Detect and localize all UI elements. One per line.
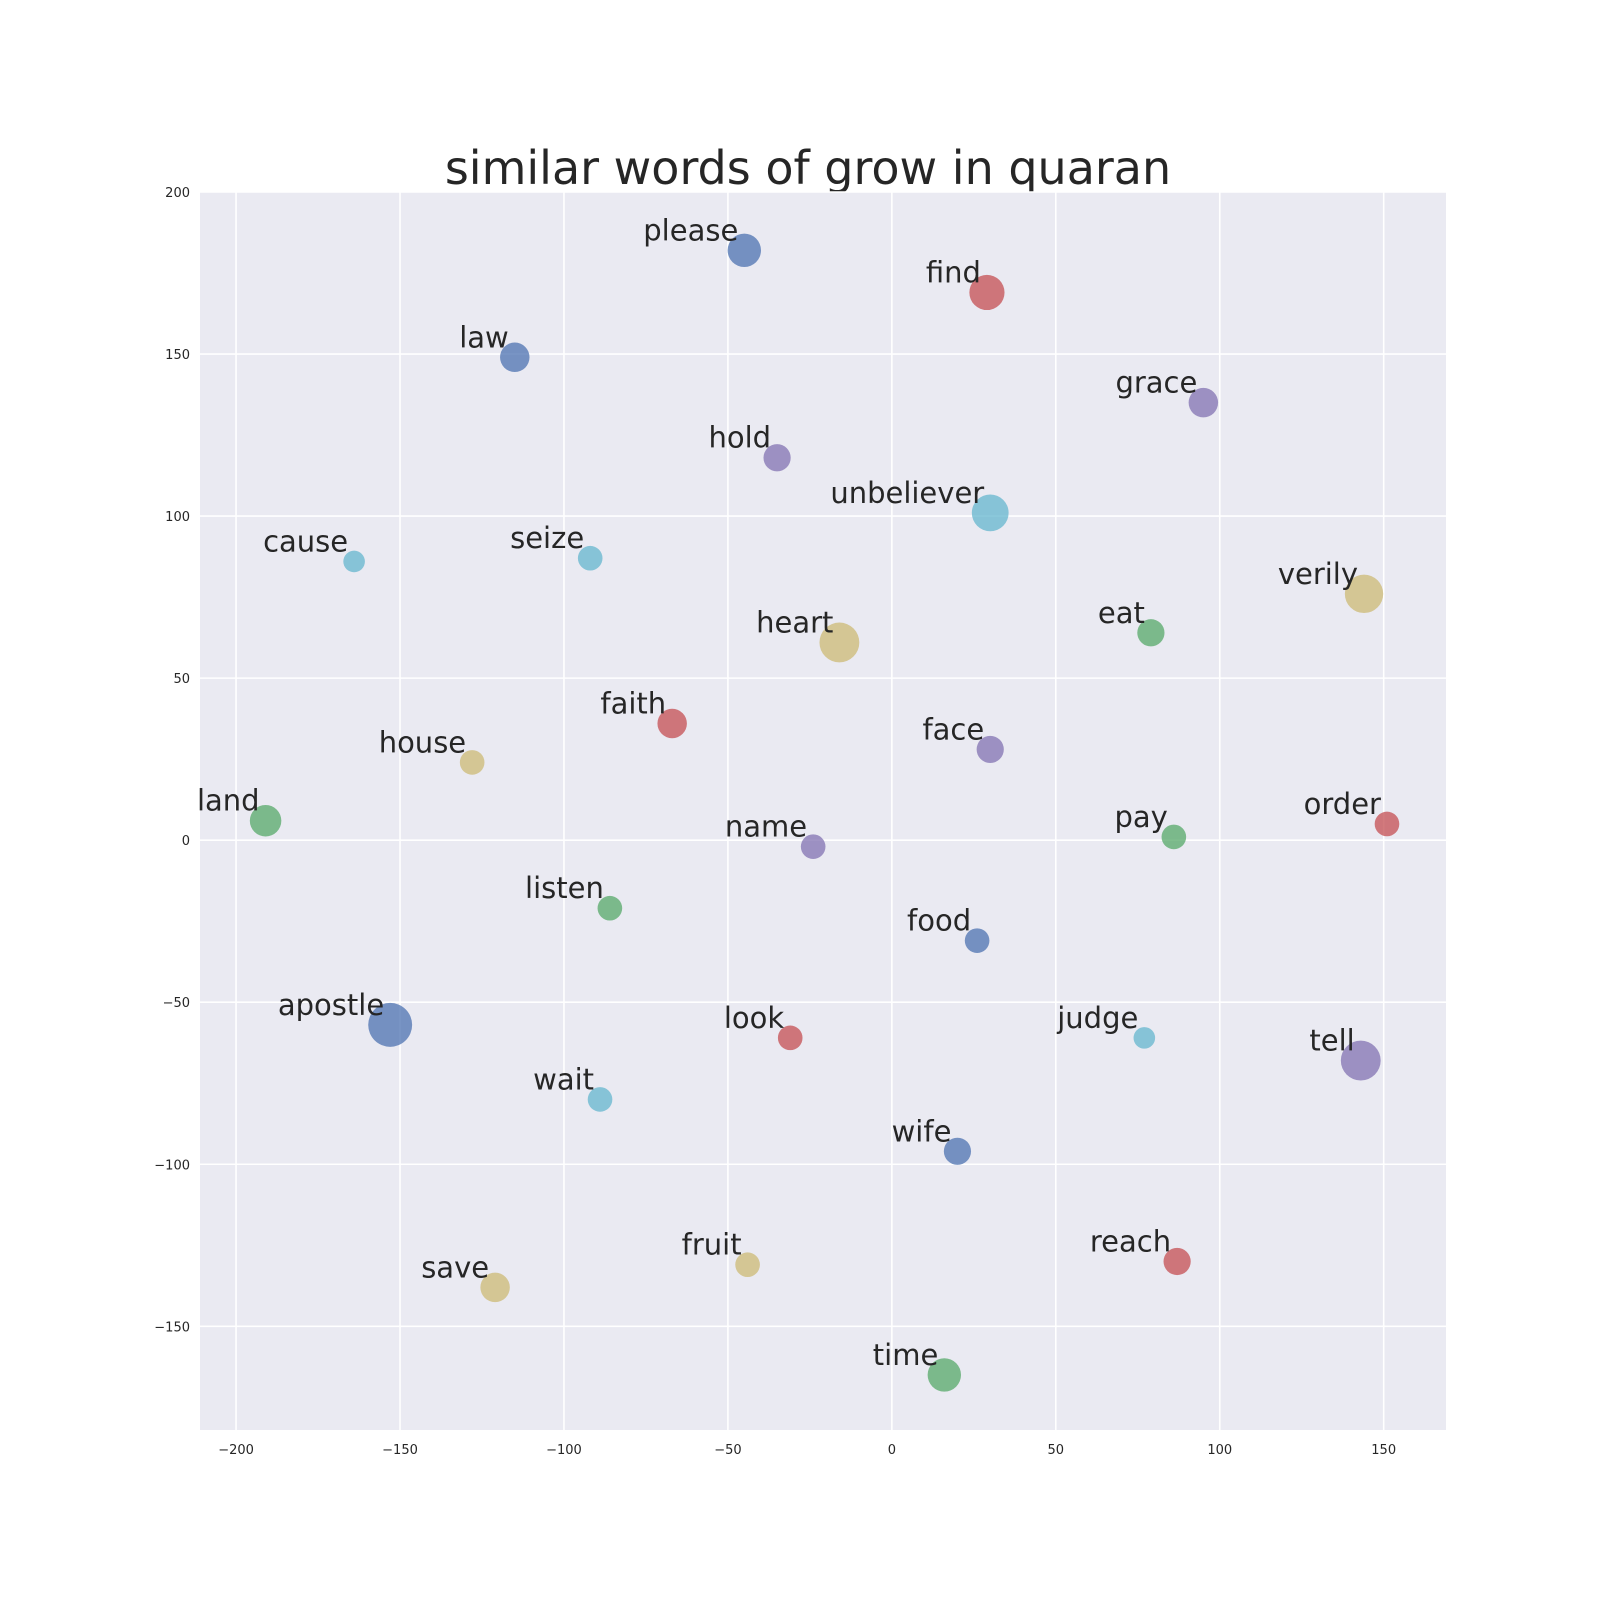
scatter-point-verily [1344, 574, 1384, 614]
y-tick-label: −100 [154, 1158, 190, 1173]
scatter-point-unbeliever [971, 494, 1009, 532]
scatter-point-fruit [735, 1252, 760, 1278]
word-label-listen: listen [525, 871, 604, 905]
scatter-point-faith [657, 708, 687, 739]
word-label-apostle: apostle [278, 988, 384, 1022]
word-label-wife: wife [892, 1114, 952, 1148]
word-label-reach: reach [1090, 1224, 1171, 1258]
tick-labels: −200 −150 −100 −50 0 50 100 150 −150 −100 −50 0 50 10… [154, 186, 1396, 1458]
scatter-point-house [459, 750, 485, 775]
scatter-point-name [800, 834, 826, 859]
word-label-save: save [421, 1250, 489, 1284]
x-tick-label: 150 [1371, 1443, 1396, 1458]
y-tick-label: 50 [173, 672, 190, 687]
y-tick-label: −50 [163, 996, 190, 1011]
word-label-look: look [724, 1001, 785, 1035]
scatter-point-pay [1161, 824, 1187, 850]
scatter-point-judge [1133, 1027, 1156, 1049]
word-label-cause: cause [263, 524, 348, 558]
word-label-verily: verily [1278, 557, 1358, 591]
scatter-point-face [976, 735, 1004, 764]
word-label-pay: pay [1115, 800, 1168, 834]
grid [200, 191, 1446, 1430]
scatter-point-save [480, 1272, 510, 1303]
scatter-point-hold [763, 444, 791, 472]
word-label-fruit: fruit [682, 1228, 742, 1262]
y-tick-label: 100 [165, 510, 190, 525]
x-tick-label: −100 [546, 1443, 582, 1458]
y-tick-label: −150 [154, 1320, 190, 1335]
word-label-time: time [873, 1338, 939, 1372]
x-tick-label: 100 [1207, 1443, 1232, 1458]
word-label-heart: heart [756, 605, 833, 639]
x-tick-label: −50 [714, 1443, 741, 1458]
scatter-point-listen [597, 895, 623, 921]
word-label-law: law [459, 320, 509, 354]
scatter-point-heart [819, 622, 860, 663]
word-label-food: food [907, 904, 971, 938]
word-label-wait: wait [533, 1062, 594, 1096]
word-labels: please find law grace hold unbeliever cause sei… [197, 213, 1381, 1372]
scatter-point-look [777, 1025, 803, 1051]
scatter-point-land [249, 804, 282, 837]
word-label-face: face [922, 712, 984, 746]
plot-area [200, 192, 1446, 1430]
x-tick-label: −200 [218, 1443, 254, 1458]
y-tick-label: 200 [165, 186, 190, 201]
word-label-eat: eat [1098, 596, 1145, 630]
scatter-point-apostle [368, 1002, 413, 1047]
word-label-hold: hold [709, 421, 772, 455]
x-tick-label: −150 [382, 1443, 418, 1458]
word-label-land: land [197, 784, 260, 818]
scatter-point-please [727, 233, 762, 268]
word-label-tell: tell [1309, 1024, 1354, 1058]
word-label-grace: grace [1115, 366, 1197, 400]
word-label-unbeliever: unbeliever [830, 476, 984, 510]
word-label-name: name [725, 810, 807, 844]
y-tick-label: 0 [182, 834, 190, 849]
word-label-faith: faith [600, 686, 666, 720]
scatter-point-wait [587, 1087, 613, 1112]
chart-title: similar words of grow in quaran [445, 141, 1171, 195]
scatter-point-eat [1137, 619, 1165, 647]
x-tick-label: 0 [888, 1443, 896, 1458]
scatter-point-food [964, 928, 990, 953]
word-label-judge: judge [1056, 1001, 1138, 1035]
x-tick-label: 50 [1048, 1443, 1065, 1458]
scatter-point-time [927, 1358, 962, 1392]
word-label-seize: seize [510, 521, 584, 555]
scatter-point-reach [1163, 1247, 1191, 1276]
word-label-please: please [643, 213, 738, 247]
scatter-point-wife [943, 1137, 972, 1165]
scatter-point-seize [577, 545, 603, 571]
word-label-house: house [379, 725, 466, 759]
scatter-point-law [500, 342, 530, 373]
scatter-point-cause [343, 550, 365, 573]
word-label-order: order [1304, 787, 1381, 821]
y-tick-label: 150 [165, 348, 190, 363]
word-label-find: find [926, 255, 981, 289]
scatter-point-find [969, 274, 1005, 311]
scatter-point-order [1374, 811, 1400, 837]
scatter-point-tell [1340, 1040, 1381, 1081]
data-points [249, 233, 1400, 1392]
scatter-point-grace [1188, 387, 1219, 418]
